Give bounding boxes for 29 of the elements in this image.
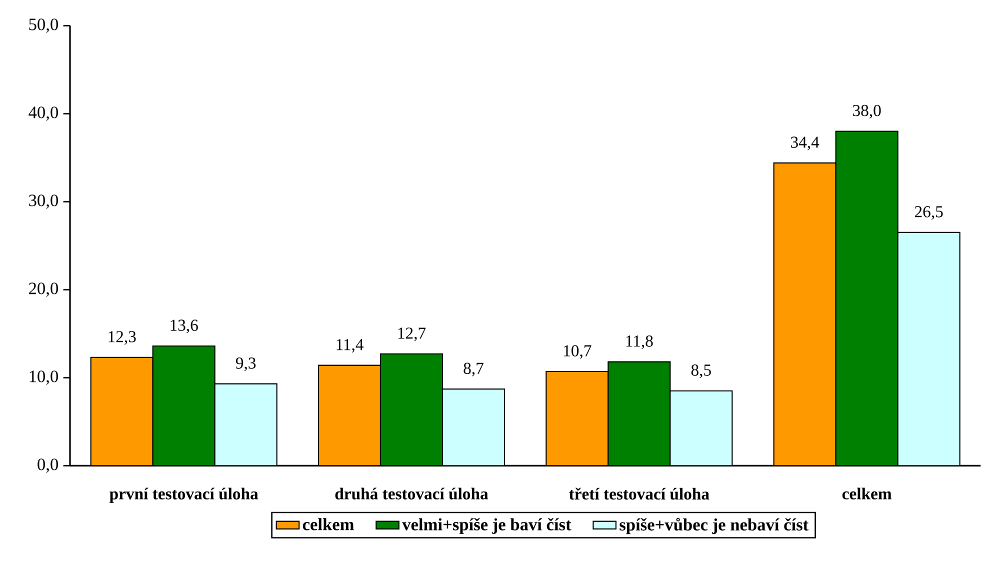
data-label: 8,5 <box>691 364 711 378</box>
x-tick-label: druhá testovací úloha <box>335 488 488 500</box>
data-label: 13,6 <box>170 320 198 334</box>
bar <box>152 345 216 466</box>
bar <box>608 361 671 466</box>
data-label: 12,3 <box>108 331 136 345</box>
data-label: 8,7 <box>464 362 484 376</box>
y-tick-label: 0,0 <box>38 458 58 473</box>
data-label: 34,4 <box>791 136 820 150</box>
data-label: 9,3 <box>236 358 256 372</box>
y-tick-label: 20,0 <box>29 282 58 297</box>
y-tick-label: 30,0 <box>29 194 58 209</box>
bar <box>380 353 444 466</box>
data-label: 10,7 <box>564 345 592 359</box>
y-tick-label: 40,0 <box>28 106 58 121</box>
legend-label: velmi+spíše je baví číst <box>402 518 572 534</box>
legend-label: spíše+vůbec je nebaví číst <box>620 518 809 534</box>
bar <box>835 130 898 466</box>
data-label: 26,5 <box>914 206 943 220</box>
data-label: 11,4 <box>336 339 364 353</box>
data-label: 12,7 <box>398 328 426 342</box>
x-tick-label: třetí testovací úloha <box>569 488 710 500</box>
legend-label: celkem <box>302 518 354 530</box>
y-tick-label: 10,0 <box>30 370 58 385</box>
x-tick-label: první testovací úloha <box>110 488 258 503</box>
data-label: 11,8 <box>626 335 653 350</box>
x-tick-label: celkem <box>842 488 892 500</box>
y-tick-label: 50,0 <box>29 18 58 33</box>
data-label: 38,0 <box>853 104 881 119</box>
